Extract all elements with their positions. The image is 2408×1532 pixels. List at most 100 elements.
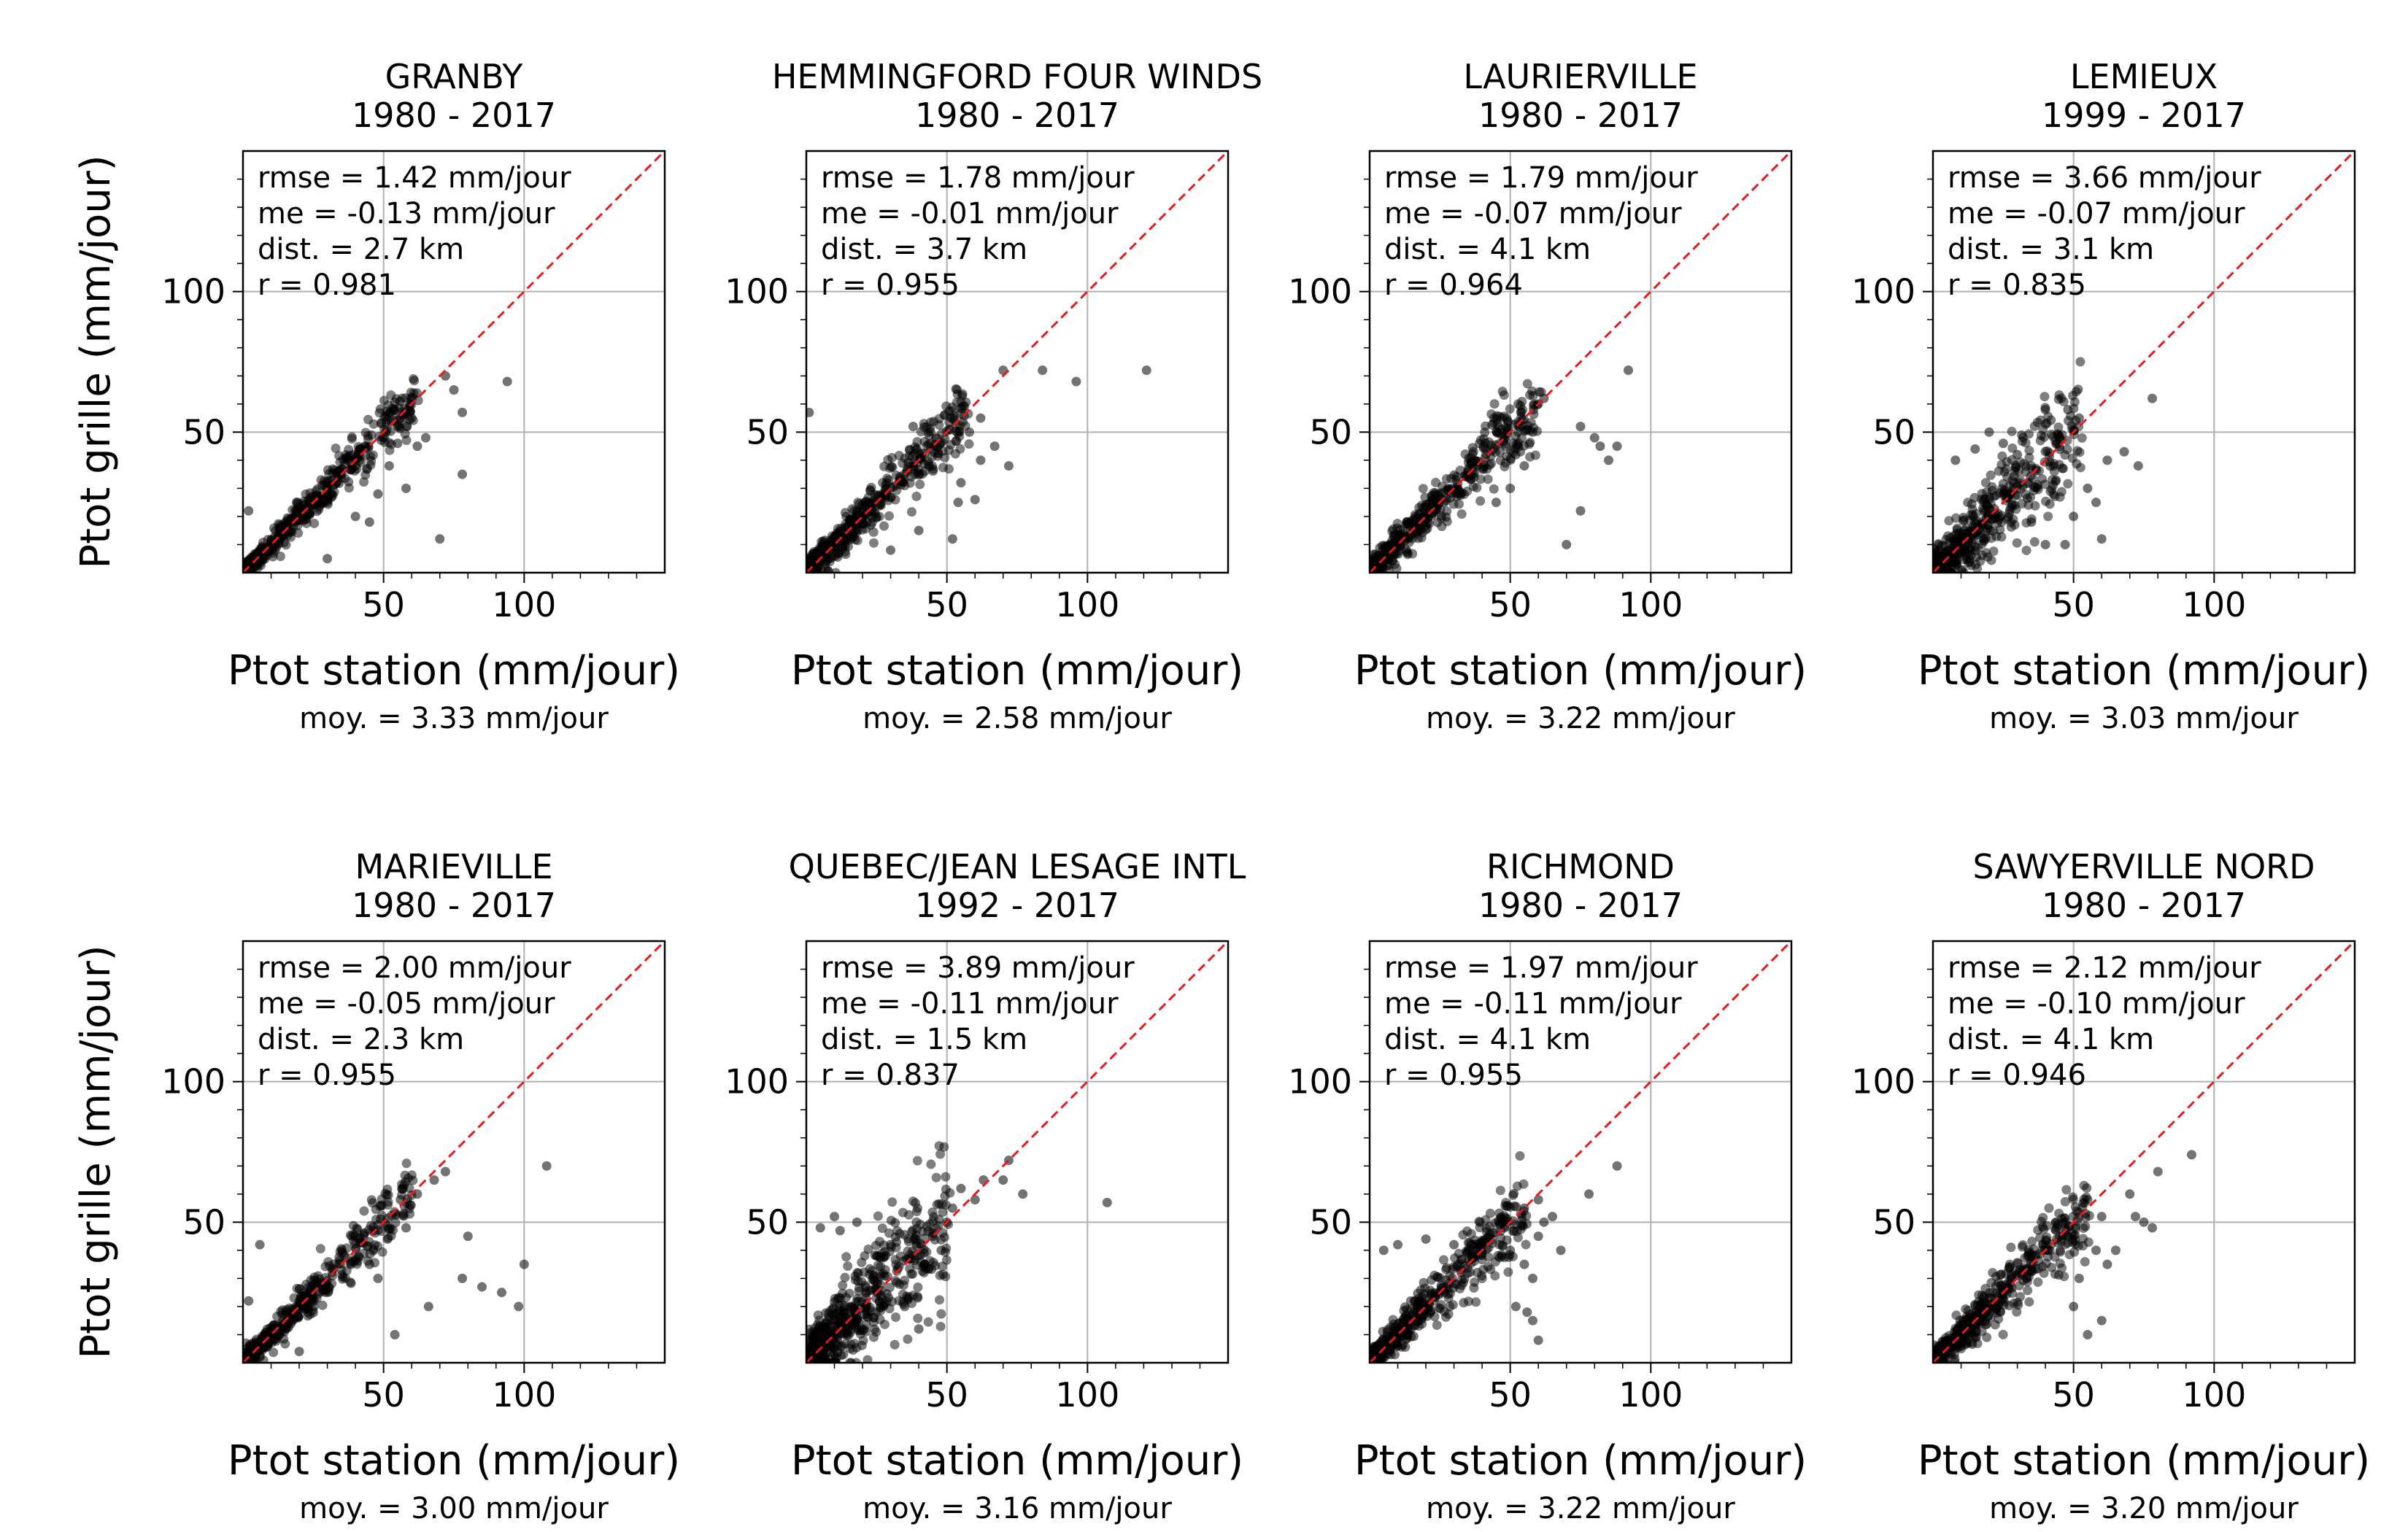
point	[347, 433, 357, 444]
x-tick-label: 50	[2052, 1375, 2095, 1415]
panel-period: 1980 - 2017	[352, 886, 556, 925]
point	[2053, 394, 2064, 404]
point	[884, 1283, 895, 1293]
x-axis-label: Ptot station (mm/jour)	[228, 647, 680, 695]
point	[914, 525, 924, 535]
point	[1393, 1239, 1403, 1250]
point	[282, 519, 292, 530]
point	[1524, 439, 1535, 449]
point	[830, 1212, 840, 1222]
point	[293, 1312, 304, 1322]
point	[2045, 499, 2055, 509]
axes-frame	[805, 940, 1230, 1364]
point	[429, 1175, 439, 1185]
point	[976, 413, 986, 423]
point	[1505, 1245, 1516, 1256]
point	[1420, 492, 1430, 503]
point	[1969, 535, 1979, 545]
point	[964, 439, 974, 449]
point	[404, 1183, 414, 1194]
point	[401, 1158, 412, 1169]
point	[2040, 539, 2050, 549]
point	[818, 1353, 828, 1363]
point	[1522, 1307, 1532, 1318]
point	[2072, 459, 2082, 469]
point	[1497, 1240, 1508, 1250]
point	[280, 1339, 290, 1349]
point	[1435, 1304, 1446, 1314]
point	[365, 1249, 375, 1259]
point	[514, 1301, 524, 1312]
point	[1419, 511, 1429, 521]
identity-line	[806, 151, 1228, 573]
point	[926, 1159, 936, 1169]
point	[1378, 1245, 1389, 1256]
mean-label: moy. = 3.20 mm/jour	[1989, 1492, 2299, 1525]
point	[887, 1197, 898, 1207]
stat-line: r = 0.837	[821, 1059, 960, 1092]
point	[2027, 1237, 2037, 1247]
point	[911, 491, 922, 501]
point	[413, 395, 423, 406]
point	[334, 1252, 344, 1262]
point	[2001, 464, 2011, 474]
point	[1475, 496, 1486, 506]
panel-title: HEMMINGFORD FOUR WINDS	[772, 57, 1262, 96]
x-tick-label: 100	[1618, 585, 1683, 624]
point	[957, 389, 968, 399]
point	[312, 484, 323, 494]
point	[1420, 1283, 1430, 1293]
point	[2001, 1269, 2011, 1279]
point	[1038, 365, 1048, 376]
point	[360, 441, 371, 452]
point	[2006, 1242, 2016, 1253]
point	[497, 1288, 507, 1298]
point	[841, 1328, 851, 1339]
point	[2050, 1269, 2060, 1280]
point	[393, 420, 404, 430]
point	[294, 1347, 304, 1357]
y-tick-label: 100	[1288, 272, 1352, 312]
point	[878, 1294, 888, 1304]
point	[1977, 1317, 1987, 1327]
identity-line	[1370, 151, 1791, 573]
point	[1442, 517, 1452, 527]
point	[2031, 1250, 2041, 1261]
x-tick-label: 50	[362, 585, 405, 624]
point	[463, 1231, 473, 1242]
stat-line: me = -0.07 mm/jour	[1384, 197, 1682, 231]
point	[940, 1191, 950, 1202]
point	[2102, 1259, 2112, 1269]
point	[1432, 1320, 1442, 1330]
stat-line: dist. = 4.1 km	[1384, 233, 1591, 266]
point	[941, 1172, 951, 1182]
panel-period: 1980 - 2017	[915, 96, 1119, 135]
point	[1470, 1277, 1480, 1288]
point	[1449, 470, 1459, 480]
point	[840, 1272, 850, 1283]
point	[1483, 1252, 1494, 1262]
point	[862, 1301, 872, 1311]
panel-title: LAURIERVILLE	[1463, 57, 1697, 96]
point	[244, 506, 254, 516]
point	[1071, 376, 1081, 387]
axes-frame	[1368, 940, 1793, 1364]
stat-line: me = -0.11 mm/jour	[1384, 987, 1682, 1021]
point	[2096, 1212, 2107, 1222]
point	[1372, 556, 1382, 566]
point	[258, 1355, 269, 1363]
point	[849, 532, 859, 542]
point	[854, 511, 865, 521]
point	[833, 1324, 843, 1334]
point	[294, 1284, 304, 1294]
point	[887, 452, 897, 463]
point	[912, 1156, 922, 1166]
point	[1505, 483, 1516, 493]
point	[1980, 478, 1991, 488]
stat-line: rmse = 3.66 mm/jour	[1948, 161, 2261, 195]
point	[2060, 1239, 2070, 1250]
point	[322, 1276, 332, 1286]
point	[931, 1172, 941, 1183]
point	[2054, 433, 2064, 443]
